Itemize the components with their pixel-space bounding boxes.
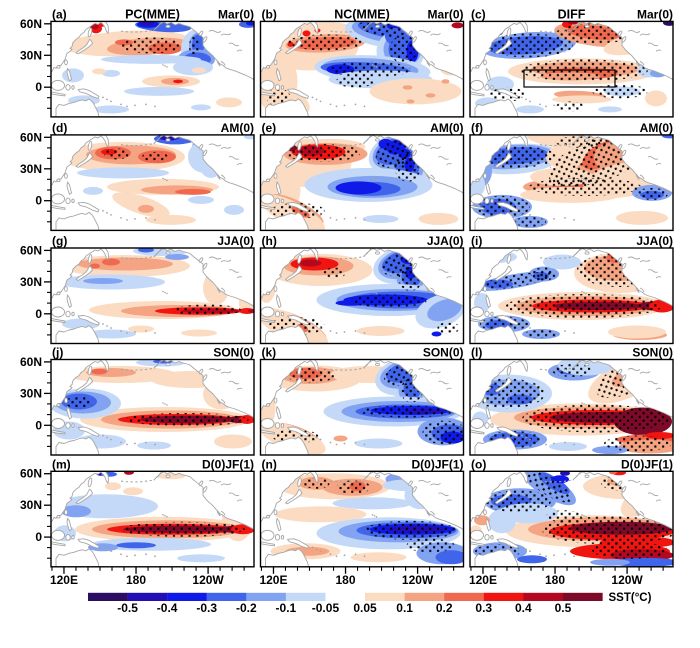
svg-text:(h): (h) — [262, 234, 277, 248]
svg-text:(n): (n) — [262, 458, 277, 472]
svg-text:(g): (g) — [52, 234, 67, 248]
svg-text:120W: 120W — [402, 573, 434, 587]
svg-text:(l): (l) — [471, 346, 482, 360]
svg-text:SON(0): SON(0) — [213, 346, 254, 360]
svg-text:Mar(0): Mar(0) — [218, 8, 254, 22]
svg-text:(e): (e) — [262, 121, 277, 135]
svg-text:120E: 120E — [50, 573, 78, 587]
svg-text:0.2: 0.2 — [436, 601, 453, 615]
svg-text:0: 0 — [35, 418, 42, 432]
svg-text:-0.05: -0.05 — [312, 601, 340, 615]
svg-text:-0.1: -0.1 — [276, 601, 297, 615]
svg-text:Mar(0): Mar(0) — [427, 8, 463, 22]
svg-text:(b): (b) — [262, 8, 277, 22]
svg-text:180: 180 — [126, 573, 146, 587]
svg-text:30N: 30N — [20, 162, 42, 176]
svg-text:180: 180 — [545, 573, 565, 587]
svg-text:0: 0 — [35, 80, 42, 94]
svg-text:JJA(0): JJA(0) — [636, 234, 673, 248]
svg-text:AM(0): AM(0) — [430, 121, 463, 135]
svg-text:120W: 120W — [192, 573, 224, 587]
svg-text:30N: 30N — [20, 275, 42, 289]
svg-text:D(0)JF(1): D(0)JF(1) — [202, 458, 254, 472]
svg-text:D(0)JF(1): D(0)JF(1) — [411, 458, 463, 472]
svg-text:(o): (o) — [471, 458, 486, 472]
svg-text:PC(MME): PC(MME) — [125, 8, 180, 22]
svg-text:(k): (k) — [262, 346, 277, 360]
svg-text:D(0)JF(1): D(0)JF(1) — [621, 458, 673, 472]
svg-text:JJA(0): JJA(0) — [217, 234, 254, 248]
svg-text:(m): (m) — [52, 458, 71, 472]
svg-text:0.5: 0.5 — [555, 601, 572, 615]
svg-text:0.05: 0.05 — [353, 601, 377, 615]
svg-text:0.3: 0.3 — [475, 601, 492, 615]
svg-text:-0.3: -0.3 — [196, 601, 217, 615]
svg-text:60N: 60N — [20, 243, 42, 257]
svg-text:(d): (d) — [52, 121, 67, 135]
svg-text:SON(0): SON(0) — [632, 346, 673, 360]
svg-text:Mar(0): Mar(0) — [637, 8, 673, 22]
svg-text:60N: 60N — [20, 130, 42, 144]
svg-text:-0.4: -0.4 — [157, 601, 178, 615]
svg-text:SON(0): SON(0) — [423, 346, 464, 360]
svg-text:0.1: 0.1 — [396, 601, 413, 615]
svg-text:(j): (j) — [52, 346, 63, 360]
svg-text:0: 0 — [35, 307, 42, 321]
svg-text:0: 0 — [35, 530, 42, 544]
svg-text:0.4: 0.4 — [515, 601, 532, 615]
svg-text:60N: 60N — [20, 355, 42, 369]
svg-text:SST(°C): SST(°C) — [609, 592, 652, 604]
svg-text:AM(0): AM(0) — [640, 121, 673, 135]
svg-text:(i): (i) — [471, 234, 482, 248]
svg-text:30N: 30N — [20, 498, 42, 512]
svg-text:180: 180 — [336, 573, 356, 587]
svg-text:30N: 30N — [20, 386, 42, 400]
svg-text:120W: 120W — [611, 573, 643, 587]
svg-text:120E: 120E — [259, 573, 287, 587]
svg-text:(c): (c) — [471, 8, 486, 22]
svg-text:0: 0 — [35, 194, 42, 208]
svg-text:DIFF: DIFF — [558, 8, 586, 22]
svg-text:-0.5: -0.5 — [117, 601, 138, 615]
svg-text:60N: 60N — [20, 467, 42, 481]
svg-text:(f): (f) — [471, 121, 483, 135]
svg-text:120E: 120E — [469, 573, 497, 587]
svg-text:-0.2: -0.2 — [236, 601, 257, 615]
svg-text:JJA(0): JJA(0) — [427, 234, 464, 248]
svg-text:(a): (a) — [52, 8, 67, 22]
svg-text:30N: 30N — [20, 48, 42, 62]
svg-text:NC(MME): NC(MME) — [334, 8, 390, 22]
svg-text:AM(0): AM(0) — [221, 121, 254, 135]
svg-text:60N: 60N — [20, 17, 42, 31]
